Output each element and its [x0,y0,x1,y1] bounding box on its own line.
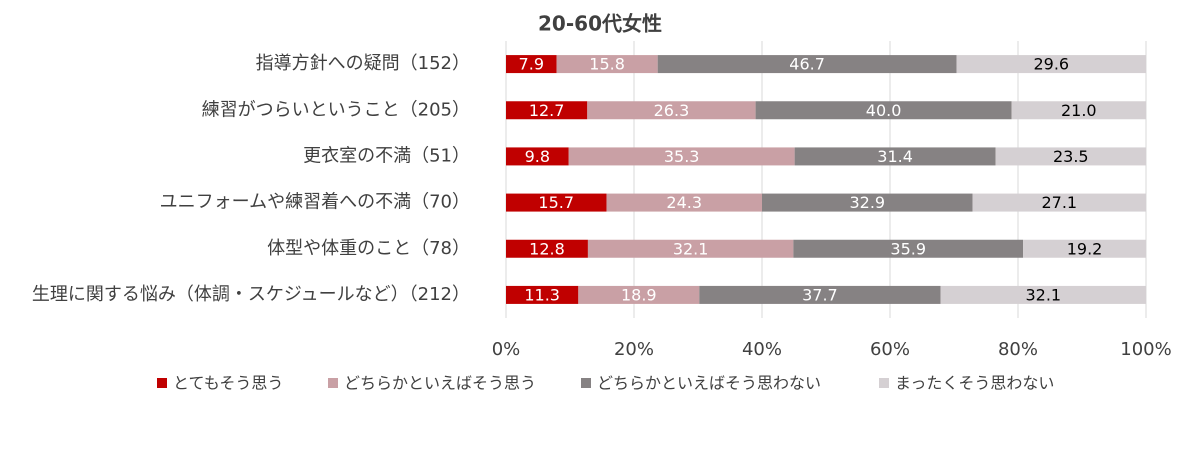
y-tick-label: 更衣室の不満（51） [303,145,470,166]
x-tick-label: 20% [614,339,654,360]
bar-segment [794,147,996,166]
chart-title: 20-60代女性 [538,12,662,36]
legend-swatch [879,378,889,388]
bar-segment [1023,239,1146,258]
data-label: 32.1 [673,239,709,258]
data-label: 26.3 [654,101,690,120]
bar-segment [940,285,1146,304]
y-tick-label: 生理に関する悩み（体調・スケジュールなど）（212） [32,284,470,305]
data-label: 46.7 [789,55,825,74]
data-label: 37.7 [802,285,838,304]
bar-segment [793,239,1024,258]
data-label: 40.0 [866,101,902,120]
data-label: 32.1 [1025,285,1061,304]
bar-segment [506,239,588,258]
data-label: 19.2 [1067,239,1103,258]
data-label: 7.9 [519,55,544,74]
data-label: 11.3 [524,285,560,304]
data-label: 24.3 [666,193,702,212]
bar-segment [587,101,756,120]
data-label: 15.7 [538,193,574,212]
bar-segment [506,285,579,304]
data-label: 29.6 [1033,55,1069,74]
data-label: 35.9 [890,239,926,258]
data-label: 15.8 [589,55,625,74]
data-label: 27.1 [1041,193,1077,212]
legend-label: とてもそう思う [173,374,283,393]
data-label: 31.4 [877,147,913,166]
bar-segment [506,147,569,166]
bar-segment [606,193,762,212]
legend-label: どちらかといえばそう思う [344,374,536,393]
bar-segment [568,147,795,166]
bar-segment [1011,101,1146,120]
bar-segment [762,193,973,212]
x-tick-label: 0% [492,339,521,360]
x-tick-label: 100% [1120,339,1171,360]
bar-segment [556,55,658,74]
bar-segment [972,193,1146,212]
legend-label: どちらかといえばそう思わない [597,374,821,393]
y-tick-label: 指導方針への疑問（152） [256,53,470,74]
bar-segment [506,101,588,120]
y-tick-label: 練習がつらいということ（205） [202,99,470,120]
legend-swatch [328,378,338,388]
bar-segment [506,193,607,212]
data-label: 9.8 [525,147,550,166]
bar-segment [657,55,957,74]
data-label: 21.0 [1061,101,1097,120]
data-label: 35.3 [664,147,700,166]
bar-segment [995,147,1146,166]
bar-segment [699,285,941,304]
x-tick-label: 60% [870,339,910,360]
x-tick-label: 80% [998,339,1038,360]
bar-segment [506,55,557,74]
x-tick-label: 40% [742,339,782,360]
legend-swatch [581,378,591,388]
y-tick-label: ユニフォームや練習着への不満（70） [160,192,470,213]
legend-swatch [157,378,167,388]
data-label: 18.9 [621,285,657,304]
bar-segment [755,101,1012,120]
data-label: 12.8 [529,239,565,258]
bar-segment [578,285,700,304]
y-tick-label: 体型や体重のこと（78） [267,238,470,259]
bar-segment [587,239,794,258]
legend-label: まったくそう思わない [895,374,1054,393]
data-label: 12.7 [529,101,565,120]
data-label: 23.5 [1053,147,1089,166]
data-label: 32.9 [849,193,885,212]
bar-segment [956,55,1146,74]
